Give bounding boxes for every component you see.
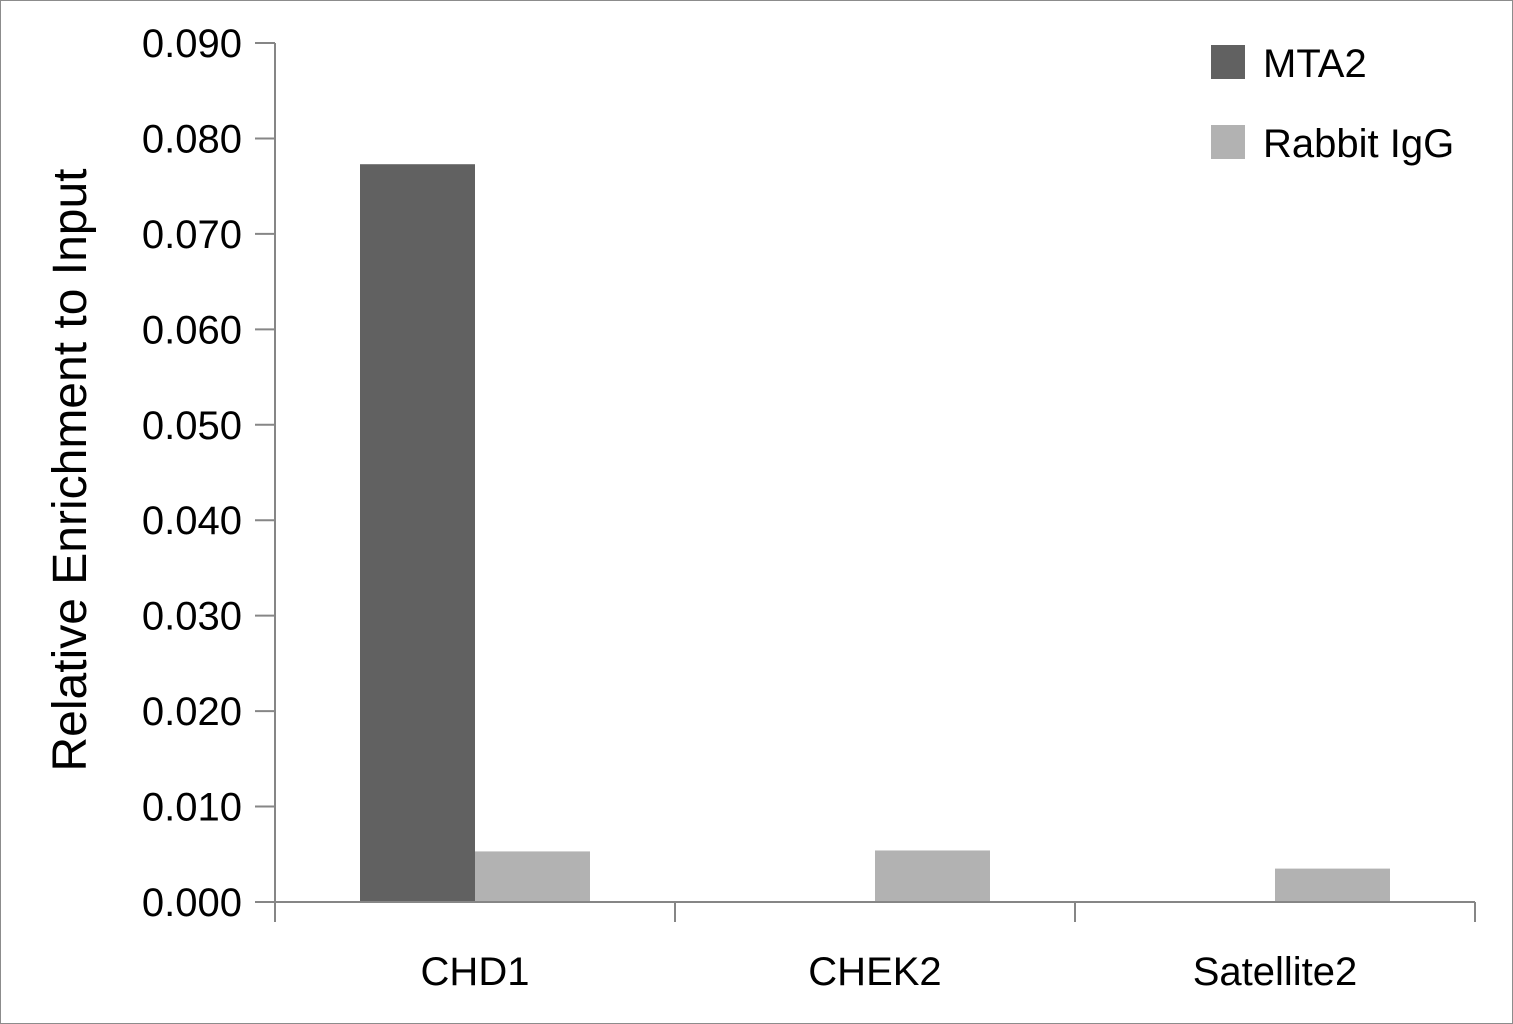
bar-mta2-chd1 — [360, 164, 475, 902]
y-tick-label: 0.050 — [142, 404, 242, 448]
x-tick-label: CHD1 — [421, 950, 530, 994]
bars-group — [360, 164, 1390, 902]
y-tick-label: 0.030 — [142, 595, 242, 639]
bar-rabbit-igg-chd1 — [475, 851, 590, 902]
axes-group: 0.000 0.010 0.020 0.030 0.040 0.050 0.060 0.070… — [142, 22, 1476, 994]
legend-label: Rabbit IgG — [1263, 122, 1454, 166]
y-tick-label: 0.080 — [142, 117, 242, 161]
y-tick-label: 0.020 — [142, 690, 242, 734]
y-tick-label: 0.060 — [142, 308, 242, 352]
legend: MTA2 Rabbit IgG — [1211, 42, 1454, 166]
legend-swatch — [1211, 45, 1245, 79]
y-tick-label: 0.000 — [142, 881, 242, 925]
y-tick-label: 0.090 — [142, 22, 242, 66]
bar-rabbit-igg-satellite2 — [1275, 868, 1390, 902]
x-tick-label: Satellite2 — [1193, 950, 1358, 994]
x-tick-label: CHEK2 — [808, 950, 941, 994]
y-tick-label: 0.070 — [142, 213, 242, 257]
y-axis-title: Relative Enrichment to Input — [44, 169, 97, 772]
legend-label: MTA2 — [1263, 42, 1367, 86]
bar-rabbit-igg-chek2 — [875, 850, 990, 902]
y-tick-label: 0.010 — [142, 786, 242, 830]
legend-swatch — [1211, 125, 1245, 159]
y-tick-label: 0.040 — [142, 499, 242, 543]
